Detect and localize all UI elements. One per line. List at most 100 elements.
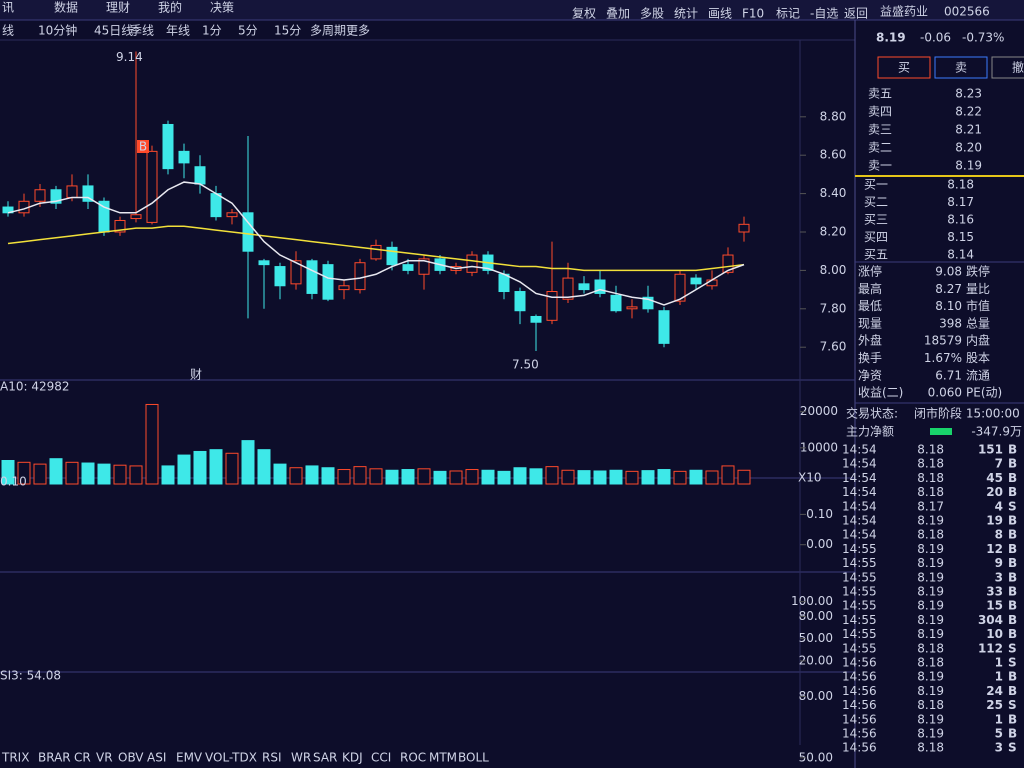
volume-bar [97,463,111,485]
menu-item[interactable]: 理财 [106,1,130,15]
ma-line [7,181,745,306]
period-tab[interactable]: 5分 [238,24,258,38]
tick-time: 14:54 [842,443,877,457]
indicator-tab[interactable]: TRIX [1,751,29,765]
toolbar-item[interactable]: 复权 [572,7,596,21]
volume-bar [481,469,495,485]
tick-price: 8.19 [917,570,944,584]
menu-item[interactable]: 讯 [2,1,14,15]
volume-scale: X10 [798,471,822,485]
stock-change: -0.06 [920,31,951,45]
trade-button-label[interactable]: 卖 [955,61,967,75]
indicator-tab[interactable]: BRAR [38,751,71,765]
candle-body [130,214,142,220]
candle-body [178,150,190,164]
menu-item[interactable]: 我的 [158,0,182,15]
trade-button[interactable] [877,56,931,79]
stat-label: 市值 [966,298,990,313]
toolbar-item[interactable]: 标记 [776,7,800,21]
toolbar-item[interactable]: 画线 [708,7,732,21]
period-tab[interactable]: 年线 [166,24,190,38]
tick-volume: 1 [995,670,1003,684]
candle-body [514,291,526,312]
period-tab[interactable]: 多周期 [310,24,346,38]
trade-button[interactable] [991,56,1024,79]
stat-label: 量比 [966,282,990,296]
menu-item[interactable]: 数据 [54,0,78,15]
indicator-tab[interactable]: EMV [176,751,203,765]
indicator-tab[interactable]: WR [291,751,311,765]
indicator-tab[interactable]: VR [96,751,113,765]
y-tick-label: 50.00 [799,631,833,645]
trade-button[interactable] [934,56,988,79]
tick-volume: 8 [995,528,1003,542]
note-marker: 财 [190,368,202,382]
toolbar-item[interactable]: 多股 [640,7,664,21]
stat-value: 1.67% [924,351,962,365]
volume-bar [529,468,543,485]
stat-label: 总量 [966,316,990,330]
trade-button-label[interactable]: 撤 [1012,60,1024,75]
volume-bar [209,449,223,485]
tick-price: 8.18 [917,698,944,712]
indicator-tab[interactable]: MTM [429,751,457,765]
indicator-tab[interactable]: RSI [262,751,282,765]
period-tab[interactable]: 更多 [346,24,370,38]
toolbar-item[interactable]: F10 [742,7,764,21]
indicator-tab[interactable]: VOL-TDX [205,751,257,765]
candle-body [594,279,606,294]
indicator-tab[interactable]: KDJ [342,751,363,765]
stat-value: 8.10 [935,299,962,313]
candle-body [690,277,702,285]
volume-bar [577,470,591,485]
stat-value: 398 [939,316,962,330]
tick-price: 8.18 [917,741,944,755]
indicator-tab[interactable]: CR [74,751,91,765]
book-label: 卖四 [868,105,892,119]
y-tick-label: 20.00 [799,653,833,667]
volume-bar [417,468,431,485]
panel-label: SI3: 54.08 [0,669,61,683]
candle-body [82,185,94,202]
stat-label: 换手 [858,351,882,365]
volume-bar [401,469,415,485]
tick-flag: B [1008,570,1017,584]
volume-bar [113,464,127,485]
toolbar-item[interactable]: 叠加 [606,7,630,21]
period-tab[interactable]: 线 [2,24,14,38]
menu-item[interactable]: 决策 [210,1,234,15]
indicator-tab[interactable]: OBV [118,751,144,765]
indicator-tab[interactable]: CCI [371,751,391,765]
tick-flag: B [1008,627,1017,641]
volume-bar [337,469,351,485]
tick-volume: 151 [978,443,1003,457]
period-tab[interactable]: 45日线 [94,24,133,38]
toolbar-item[interactable]: -自选 [810,7,838,21]
candle-body [610,294,622,312]
period-tab[interactable]: 季线 [130,24,154,38]
tick-flag: B [1008,727,1017,741]
tick-flag: B [1008,556,1017,570]
toolbar-item[interactable]: 返回 [844,7,868,21]
tick-volume: 7 [995,457,1003,471]
indicator-tab[interactable]: BOLL [458,751,489,765]
period-tab[interactable]: 10分钟 [38,23,77,38]
high-annotation: 9.14 [116,50,143,64]
tick-time: 14:56 [842,727,877,741]
y-tick-label: 8.00 [820,263,847,277]
candle-body [562,277,574,300]
indicator-tab[interactable]: ROC [400,751,426,765]
period-tab[interactable]: 15分 [274,24,301,38]
indicator-tab[interactable]: ASI [147,751,166,765]
tick-flag: B [1008,670,1017,684]
y-tick-label: 0.10 [806,507,833,521]
toolbar-item[interactable]: 统计 [674,7,698,21]
indicator-tab[interactable]: SAR [313,751,337,765]
trade-button-label[interactable]: 买 [898,61,910,75]
tick-volume: 15 [986,599,1003,613]
volume-bar [145,403,159,485]
stat-label: 收益(二) [858,386,903,400]
period-tab[interactable]: 1分 [202,24,222,38]
tick-time: 14:54 [842,485,877,499]
book-label: 卖五 [868,87,892,101]
